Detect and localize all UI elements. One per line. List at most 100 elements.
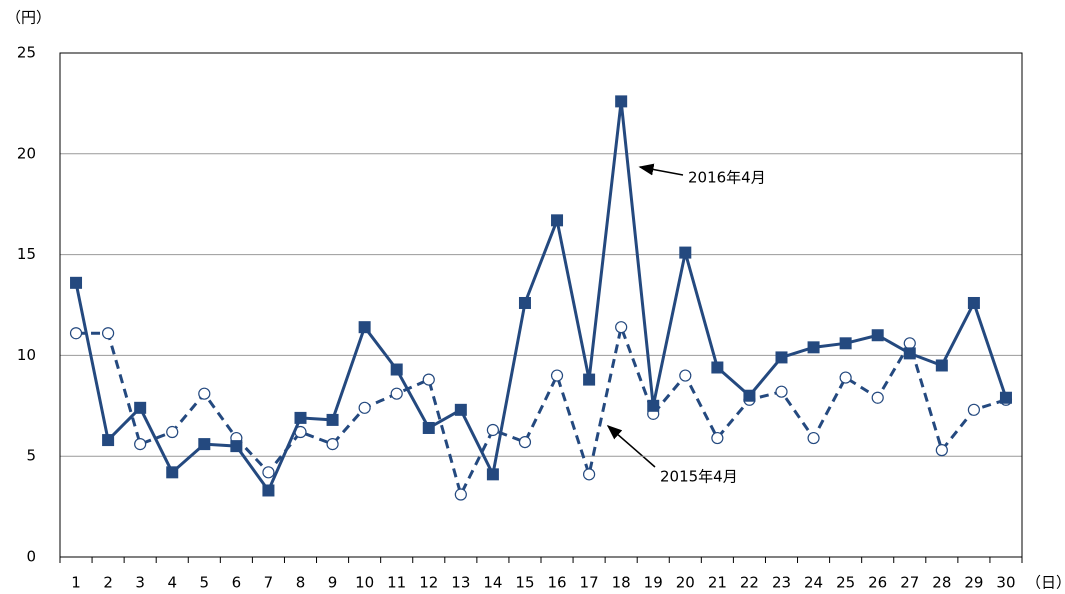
- point: [711, 431, 724, 445]
- x-tick-label: 20: [676, 574, 695, 592]
- point: [422, 421, 435, 434]
- x-tick-label: 16: [547, 574, 566, 592]
- point: [903, 347, 916, 360]
- point: [454, 403, 467, 416]
- x-tick-label: 6: [232, 574, 242, 592]
- point: [358, 401, 371, 414]
- x-tick-label: 7: [264, 574, 274, 592]
- point: [262, 484, 275, 497]
- point: [935, 444, 948, 457]
- point: [807, 341, 820, 354]
- annotation: 2016年4月: [688, 169, 766, 187]
- x-tick-label: 13: [451, 574, 470, 592]
- point: [101, 327, 115, 340]
- x-tick-label: 26: [868, 574, 887, 592]
- point: [967, 403, 981, 416]
- point: [775, 351, 788, 364]
- point: [198, 438, 211, 451]
- point: [102, 434, 115, 447]
- point: [871, 329, 884, 342]
- point: [711, 361, 724, 374]
- point: [486, 468, 499, 481]
- point: [839, 337, 852, 350]
- point: [134, 438, 147, 451]
- x-tick-label: 24: [804, 574, 823, 592]
- series-line: [74, 101, 1008, 494]
- x-tick-label: 3: [135, 574, 145, 592]
- point: [69, 327, 83, 340]
- x-tick-label: 29: [964, 574, 983, 592]
- x-tick-label: 22: [740, 574, 759, 592]
- annotation-arrow: [638, 163, 684, 176]
- point: [999, 391, 1012, 404]
- y-tick-label: 20: [17, 144, 36, 162]
- point: [967, 296, 980, 309]
- point: [807, 431, 820, 445]
- x-tick-label: 5: [200, 574, 210, 592]
- x-tick-label: 14: [483, 574, 502, 592]
- point: [422, 373, 435, 386]
- x-tick-label: 28: [932, 574, 951, 592]
- point: [486, 423, 499, 437]
- point: [679, 369, 692, 382]
- x-tick-label: 19: [644, 574, 663, 592]
- y-tick-label: 15: [17, 245, 36, 263]
- point: [230, 440, 243, 453]
- x-tick-label: 12: [419, 574, 438, 592]
- point: [582, 468, 596, 481]
- y-tick-label: 10: [17, 346, 36, 364]
- y-tick-label: 25: [17, 44, 36, 62]
- point: [518, 435, 532, 449]
- point: [935, 359, 948, 372]
- point: [198, 387, 211, 400]
- point: [775, 385, 788, 398]
- point: [871, 391, 884, 404]
- x-unit-label: （日）: [1026, 574, 1065, 592]
- x-tick-label: 30: [996, 574, 1015, 592]
- point: [583, 373, 596, 386]
- x-tick-label: 27: [900, 574, 919, 592]
- point: [134, 401, 147, 414]
- x-tick-label: 4: [167, 574, 177, 592]
- point: [166, 466, 179, 479]
- point: [262, 466, 275, 479]
- x-tick-label: 23: [772, 574, 791, 592]
- x-tick-label: 9: [328, 574, 338, 592]
- point: [166, 425, 179, 439]
- point: [647, 399, 660, 412]
- x-tick-label: 15: [515, 574, 534, 592]
- point: [326, 438, 339, 451]
- point: [390, 363, 403, 376]
- point: [743, 389, 756, 402]
- point: [358, 321, 371, 334]
- y-tick-label: 5: [26, 447, 36, 465]
- point: [903, 337, 916, 350]
- x-tick-label: 1: [71, 574, 81, 592]
- point: [70, 276, 83, 289]
- annotation-arrow: [606, 425, 656, 468]
- point: [679, 246, 692, 259]
- y-tick-label: 0: [26, 548, 36, 566]
- point: [551, 214, 564, 227]
- point: [839, 371, 852, 384]
- point: [550, 369, 564, 382]
- y-unit-label: （円）: [6, 9, 51, 27]
- series-line: [76, 321, 1007, 499]
- point: [326, 413, 339, 426]
- x-tick-label: 10: [355, 574, 374, 592]
- x-tick-label: 11: [387, 574, 406, 592]
- x-tick-label: 18: [612, 574, 631, 592]
- point: [518, 296, 531, 309]
- point: [615, 95, 628, 108]
- annotation: 2015年4月: [660, 468, 738, 486]
- x-tick-label: 25: [836, 574, 855, 592]
- point: [454, 488, 467, 501]
- point: [390, 387, 403, 400]
- plot-frame: [59, 52, 1023, 558]
- point: [615, 321, 628, 334]
- x-tick-label: 2: [103, 574, 113, 592]
- x-tick-label: 17: [580, 574, 599, 592]
- x-tick-label: 8: [296, 574, 306, 592]
- point: [294, 411, 307, 424]
